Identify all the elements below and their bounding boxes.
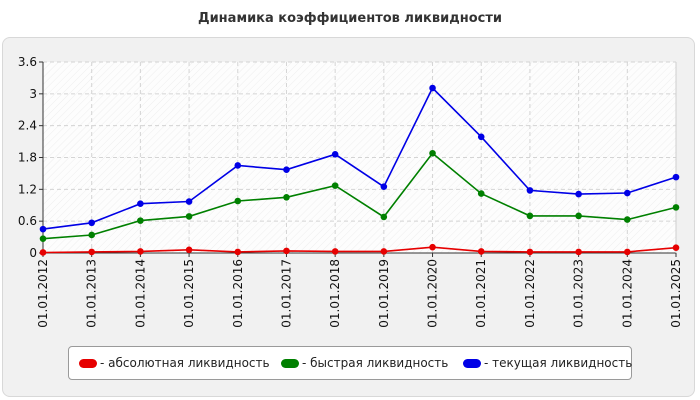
series-2-point: [429, 84, 436, 92]
series-1-point: [283, 193, 290, 201]
series-0-point: [429, 243, 436, 251]
series-1-point: [39, 235, 47, 242]
x-tick-label: 01.01.2024: [620, 259, 634, 328]
legend: - абсолютная ликвидность - быстрая ликви…: [68, 346, 632, 380]
x-tick-label: 01.01.2021: [474, 259, 488, 328]
series-0-point: [331, 248, 339, 255]
series-2-point: [39, 225, 47, 233]
series-0-point: [283, 247, 290, 255]
y-tick-label: 0: [29, 246, 37, 260]
series-2-point: [477, 133, 485, 141]
y-tick-label: 3: [29, 87, 37, 101]
series-2-point: [672, 173, 680, 181]
legend-swatch-absolute: [79, 358, 97, 368]
series-2-point: [185, 198, 193, 205]
series-line-2: [42, 86, 677, 230]
x-tick-label: 01.01.2016: [231, 259, 245, 328]
series-0-point: [624, 248, 631, 256]
series-0-point: [234, 248, 242, 256]
chart-title: Динамика коэффициентов ликвидности: [198, 11, 502, 26]
series-0-point: [380, 248, 388, 255]
x-tick-label: 01.01.2013: [85, 259, 99, 328]
y-tick-label: 1.8: [18, 151, 37, 165]
series-2-point: [575, 190, 582, 198]
series-1-point: [477, 190, 485, 197]
series-1-point: [88, 231, 95, 239]
series-1-point: [137, 217, 144, 224]
series-2-point: [331, 151, 339, 158]
y-tick-label: 2.4: [18, 119, 37, 133]
series-0-point: [39, 249, 47, 256]
x-tick-label: 01.01.2025: [669, 259, 683, 328]
series-0-point: [137, 248, 144, 255]
series-0-point: [185, 246, 193, 254]
series-line-1: [42, 152, 677, 240]
series-2-point: [283, 166, 290, 174]
legend-item-quick: - быстрая ликвидность: [281, 347, 448, 379]
legend-item-absolute: - абсолютная ликвидность: [79, 347, 270, 379]
x-tick-label: 01.01.2022: [523, 259, 537, 328]
series-1-point: [331, 182, 339, 189]
series-1-point: [185, 213, 193, 220]
legend-label-quick: - быстрая ликвидность: [302, 356, 449, 370]
y-tick-label: 1.2: [18, 182, 37, 196]
series-0-point: [575, 248, 582, 256]
legend-label-absolute: - абсолютная ликвидность: [100, 356, 270, 370]
series-2-point: [624, 189, 631, 197]
series-1-point: [429, 149, 436, 157]
x-tick-label: 01.01.2019: [377, 259, 391, 328]
x-tick-label: 01.01.2012: [36, 259, 50, 328]
series-0-point: [526, 248, 534, 256]
series-2-point: [526, 187, 534, 194]
x-tick-label: 01.01.2014: [133, 259, 147, 328]
series-0-point: [88, 248, 95, 256]
series-1-point: [672, 204, 680, 211]
legend-item-current: - текущая ликвидность: [463, 347, 632, 379]
x-tick-label: 01.01.2023: [572, 259, 586, 328]
series-1-point: [624, 216, 631, 223]
series-2-point: [380, 183, 388, 190]
series-2-point: [137, 200, 144, 207]
series-2-point: [88, 219, 95, 227]
x-tick-label: 01.01.2018: [328, 259, 342, 328]
series-1-point: [526, 212, 534, 220]
x-tick-label: 01.01.2015: [182, 259, 196, 328]
y-tick-label: 0.6: [18, 214, 37, 228]
series-1-point: [575, 212, 582, 220]
series-0-point: [672, 244, 680, 251]
series-2-point: [234, 162, 242, 169]
legend-label-current: - текущая ликвидность: [484, 356, 633, 370]
series-1-point: [380, 213, 388, 221]
series-1-point: [234, 197, 242, 205]
legend-swatch-current: [463, 358, 481, 368]
x-tick-label: 01.01.2020: [426, 259, 440, 328]
series-0-point: [477, 248, 485, 255]
series-line-0: [42, 246, 677, 254]
y-tick-label: 3.6: [18, 55, 37, 69]
legend-swatch-quick: [281, 358, 299, 368]
x-tick-label: 01.01.2017: [279, 259, 293, 328]
